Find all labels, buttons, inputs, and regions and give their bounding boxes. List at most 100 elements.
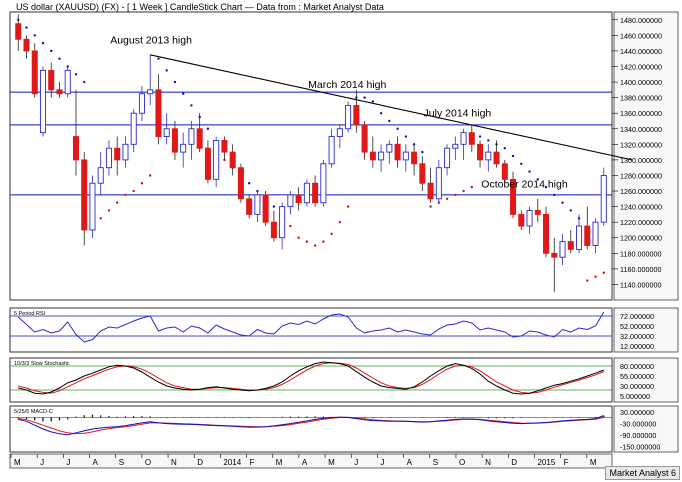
candle-body — [444, 147, 451, 169]
candle-body — [452, 143, 459, 149]
sar-point — [165, 69, 168, 72]
price-tick-label: 1260.000000 — [620, 187, 662, 196]
sar-point — [148, 174, 152, 177]
sar-point — [602, 271, 605, 274]
price-tick-label: 1160.000000 — [620, 265, 661, 274]
candle — [81, 152, 88, 246]
candle — [584, 206, 591, 250]
sar-point — [322, 240, 325, 243]
candle-body — [411, 151, 418, 165]
candle-body — [345, 104, 352, 130]
candle-body — [592, 221, 599, 246]
x-tick-label: M — [14, 458, 21, 467]
candle — [378, 144, 385, 172]
candle — [460, 128, 467, 160]
x-tick-label: A — [407, 458, 413, 467]
candle — [89, 175, 96, 238]
candle-body — [477, 143, 484, 161]
candle-body — [254, 194, 261, 215]
macd-tick-label: -30.000000 — [620, 419, 656, 428]
sar-point — [404, 135, 408, 138]
candle-body — [72, 136, 79, 161]
price-tick-label: 1360.000000 — [620, 109, 662, 118]
panel-frame-stoch — [9, 357, 613, 403]
sar-point — [25, 26, 28, 29]
candle-body — [171, 128, 178, 153]
sar-point — [503, 147, 506, 150]
candle — [501, 159, 508, 184]
candle — [592, 218, 599, 254]
axis-strip-stoch — [613, 357, 679, 403]
candle — [576, 214, 583, 254]
sar-point — [157, 57, 160, 60]
candle — [353, 89, 360, 133]
sar-point — [520, 162, 523, 165]
candle-body — [23, 38, 30, 52]
candle-body — [97, 167, 104, 184]
sar-point — [58, 57, 61, 60]
candle-body — [147, 89, 154, 95]
sar-point — [74, 73, 78, 76]
candle-body — [188, 128, 195, 145]
candle — [328, 128, 335, 168]
candle — [114, 136, 121, 176]
candle-body — [402, 151, 409, 161]
candle — [39, 66, 46, 137]
candle-body — [551, 252, 558, 258]
x-tick-label: F — [250, 458, 255, 467]
sar-point — [272, 205, 276, 208]
candle — [147, 54, 154, 106]
macd-tick-label: 30.000000 — [620, 408, 654, 417]
candle — [279, 202, 286, 250]
candle — [155, 74, 162, 145]
x-tick-label: J — [380, 458, 384, 467]
candle-body — [328, 136, 335, 165]
candle-body — [501, 163, 508, 180]
candle — [56, 82, 63, 98]
candle-body — [435, 167, 442, 200]
x-tick-label: M — [276, 458, 283, 467]
candle-body — [270, 221, 277, 239]
candle — [411, 144, 418, 176]
macd-tick-label: -90.000000 — [620, 431, 656, 440]
candle — [493, 140, 500, 168]
sar-point — [454, 193, 457, 197]
stochastic-tick-label: 55.000000 — [620, 372, 654, 381]
sar-point — [305, 240, 309, 243]
candle-body — [394, 143, 401, 161]
price-tick-label: 1380.000000 — [620, 94, 662, 103]
sar-point — [528, 170, 531, 173]
candle — [485, 144, 492, 172]
candle-body — [518, 213, 525, 227]
candle-body — [155, 89, 162, 137]
x-tick-label: O — [459, 458, 465, 467]
sar-point — [346, 205, 350, 208]
rsi-title: 5 Period RSI — [14, 311, 46, 317]
candle — [361, 120, 368, 160]
sar-point — [181, 92, 185, 95]
candle-body — [81, 159, 88, 231]
candle — [237, 163, 244, 203]
sar-point — [445, 197, 449, 201]
candle-body — [89, 182, 96, 231]
sar-point — [313, 244, 317, 247]
candle-body — [361, 124, 368, 153]
candle — [452, 136, 459, 160]
candle-body — [534, 210, 541, 215]
candle-body — [31, 50, 38, 95]
candle-body — [526, 210, 533, 227]
candle-body — [303, 182, 310, 204]
candle-body — [369, 151, 376, 161]
annotation-label: July 2014 high — [424, 108, 492, 120]
candle — [105, 140, 112, 176]
annotation-label: October 2014 high — [481, 178, 568, 190]
sar-point — [99, 217, 102, 220]
axis-strip-rsi — [613, 307, 679, 353]
candle-body — [287, 194, 294, 208]
sar-point — [173, 80, 177, 84]
stochastic-tick-label: 30.000000 — [620, 382, 654, 391]
candle-body — [485, 151, 492, 161]
x-tick-label: O — [145, 458, 151, 467]
candle — [130, 109, 137, 153]
candle-body — [246, 198, 253, 215]
